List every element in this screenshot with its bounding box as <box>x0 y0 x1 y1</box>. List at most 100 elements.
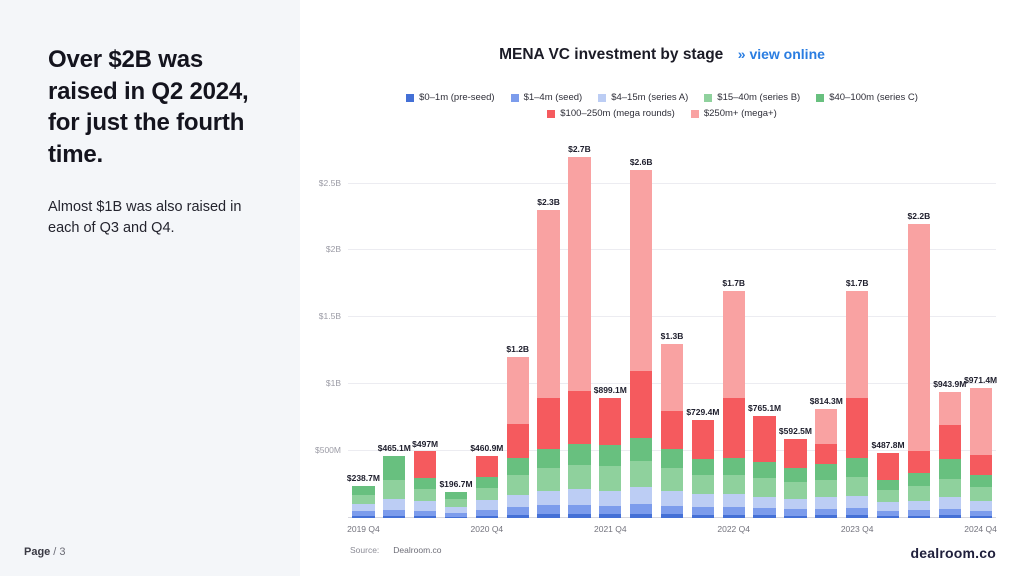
y-axis-tick-label: $2B <box>325 244 341 255</box>
bar-segment <box>938 478 961 498</box>
bar-segment <box>907 473 930 487</box>
bar-segment <box>784 468 807 483</box>
bar-segment <box>969 516 992 518</box>
bar-value-label: $2.7B <box>568 143 591 154</box>
legend-swatch <box>704 93 713 102</box>
bar-value-label: $943.9M <box>933 378 967 389</box>
bar-segment <box>352 516 375 518</box>
bar-segment <box>876 516 900 518</box>
legend-item: $0–1m (pre-seed) <box>406 92 495 103</box>
bar-segment <box>722 397 745 458</box>
bar-segment <box>506 514 529 518</box>
bar-segment <box>876 511 900 517</box>
bar-segment <box>414 451 437 479</box>
bar-segment <box>938 425 961 459</box>
legend-label: $15–40m (series B) <box>717 92 801 103</box>
bar-segment <box>722 494 745 508</box>
chart-legend: $0–1m (pre-seed) $1–4m (seed) $4–15m (seri… <box>300 92 1024 119</box>
bar-value-label: $1.3B <box>660 331 684 341</box>
bar-segment <box>630 460 653 488</box>
bar-segment <box>784 509 807 516</box>
bar-stack <box>475 456 498 518</box>
bar-segment <box>444 516 468 518</box>
legend-label: $250m+ (mega+) <box>703 108 777 119</box>
y-axis-tick-label: $500M <box>315 445 341 456</box>
legend-label: $1–4m (seed) <box>523 92 583 103</box>
bar-segment <box>414 478 437 489</box>
bar-segment <box>815 479 838 498</box>
bar-value-label: $2.2B <box>907 210 931 221</box>
bar-segment <box>691 420 714 460</box>
bar-value-label: $1.7B <box>845 277 869 288</box>
legend-swatch <box>816 93 825 102</box>
bar-segment <box>444 507 468 514</box>
bar-stack <box>691 420 714 518</box>
x-axis-labels: 2019 Q4 2020 Q4 2021 Q4 2022 Q4 2023 Q4 2024 … <box>347 524 997 536</box>
bar-segment <box>969 387 992 455</box>
bar-segment <box>414 510 437 516</box>
bar-segment <box>475 456 498 477</box>
bar-segment <box>691 514 714 518</box>
bar-segment <box>568 489 591 505</box>
bar-stack <box>815 408 838 518</box>
bar-segment <box>969 474 992 488</box>
bar-2022-Q3: $729.4M <box>686 150 720 518</box>
bar-2019-Q4: $238.7M <box>347 150 380 518</box>
bar-segment <box>907 486 930 501</box>
bar-segment <box>568 444 591 466</box>
bar-segment <box>969 487 992 502</box>
bar-segment <box>568 390 591 445</box>
bar-segment <box>938 458 961 479</box>
bar-segment <box>753 415 776 463</box>
source-label: Source: <box>350 545 380 555</box>
bar-segment <box>352 511 375 516</box>
bar-2024-Q2: $2.2B <box>903 150 934 518</box>
bar-segment <box>383 515 406 518</box>
bar-segment <box>537 505 560 514</box>
headline: Over $2B was raised in Q2 2024, for just… <box>48 46 249 169</box>
page-word: Page <box>24 546 51 558</box>
bar-segment <box>815 497 838 509</box>
bar-value-label: $899.1M <box>593 384 627 395</box>
bar-2023-Q4: $1.7B <box>842 150 873 518</box>
bar-segment <box>568 465 591 490</box>
bar-segment <box>846 397 869 458</box>
bar-segment <box>630 503 653 514</box>
bar-segment <box>815 515 838 518</box>
bar-value-label: $592.5M <box>778 425 812 436</box>
bar-value-label: $196.7M <box>439 478 473 489</box>
bar-value-label: $814.3M <box>809 396 843 406</box>
bar-stack <box>352 486 375 518</box>
bar-value-label: $1.7B <box>722 277 746 288</box>
bar-value-label: $729.4M <box>686 407 720 418</box>
bar-segment <box>444 513 468 517</box>
bar-stack <box>969 387 992 518</box>
bar-value-label: $487.8M <box>871 439 905 450</box>
bar-stack <box>876 452 900 518</box>
bar-segment <box>876 489 900 503</box>
bar-2021-Q2: $2.3B <box>533 150 564 518</box>
bar-segment <box>784 438 807 469</box>
bar-segment <box>506 424 529 458</box>
x-axis-tick-label: 2021 Q4 <box>593 524 627 534</box>
bar-segment <box>815 443 838 464</box>
dealroom-logo: dealroom.co <box>910 545 996 561</box>
legend-swatch <box>406 93 415 102</box>
bar-segment <box>352 503 375 512</box>
bar-2023-Q1: $765.1M <box>748 150 781 518</box>
sidebar: Over $2B was raised in Q2 2024, for just… <box>0 0 300 576</box>
bar-segment <box>691 474 714 495</box>
bar-segment <box>815 408 838 444</box>
bar-segment <box>691 459 714 475</box>
bar-segment <box>722 474 745 495</box>
bar-stack <box>444 491 468 518</box>
page-number: / 3 <box>53 546 66 558</box>
bar-segment <box>907 451 930 474</box>
bar-segment <box>753 478 776 497</box>
view-online-link[interactable]: » view online <box>737 46 825 62</box>
legend-item: $100–250m (mega rounds) <box>547 108 675 119</box>
legend-label: $4–15m (series A) <box>611 92 689 103</box>
bar-segment <box>475 476 498 488</box>
bar-segment <box>722 457 745 475</box>
bar-segment <box>414 488 437 502</box>
